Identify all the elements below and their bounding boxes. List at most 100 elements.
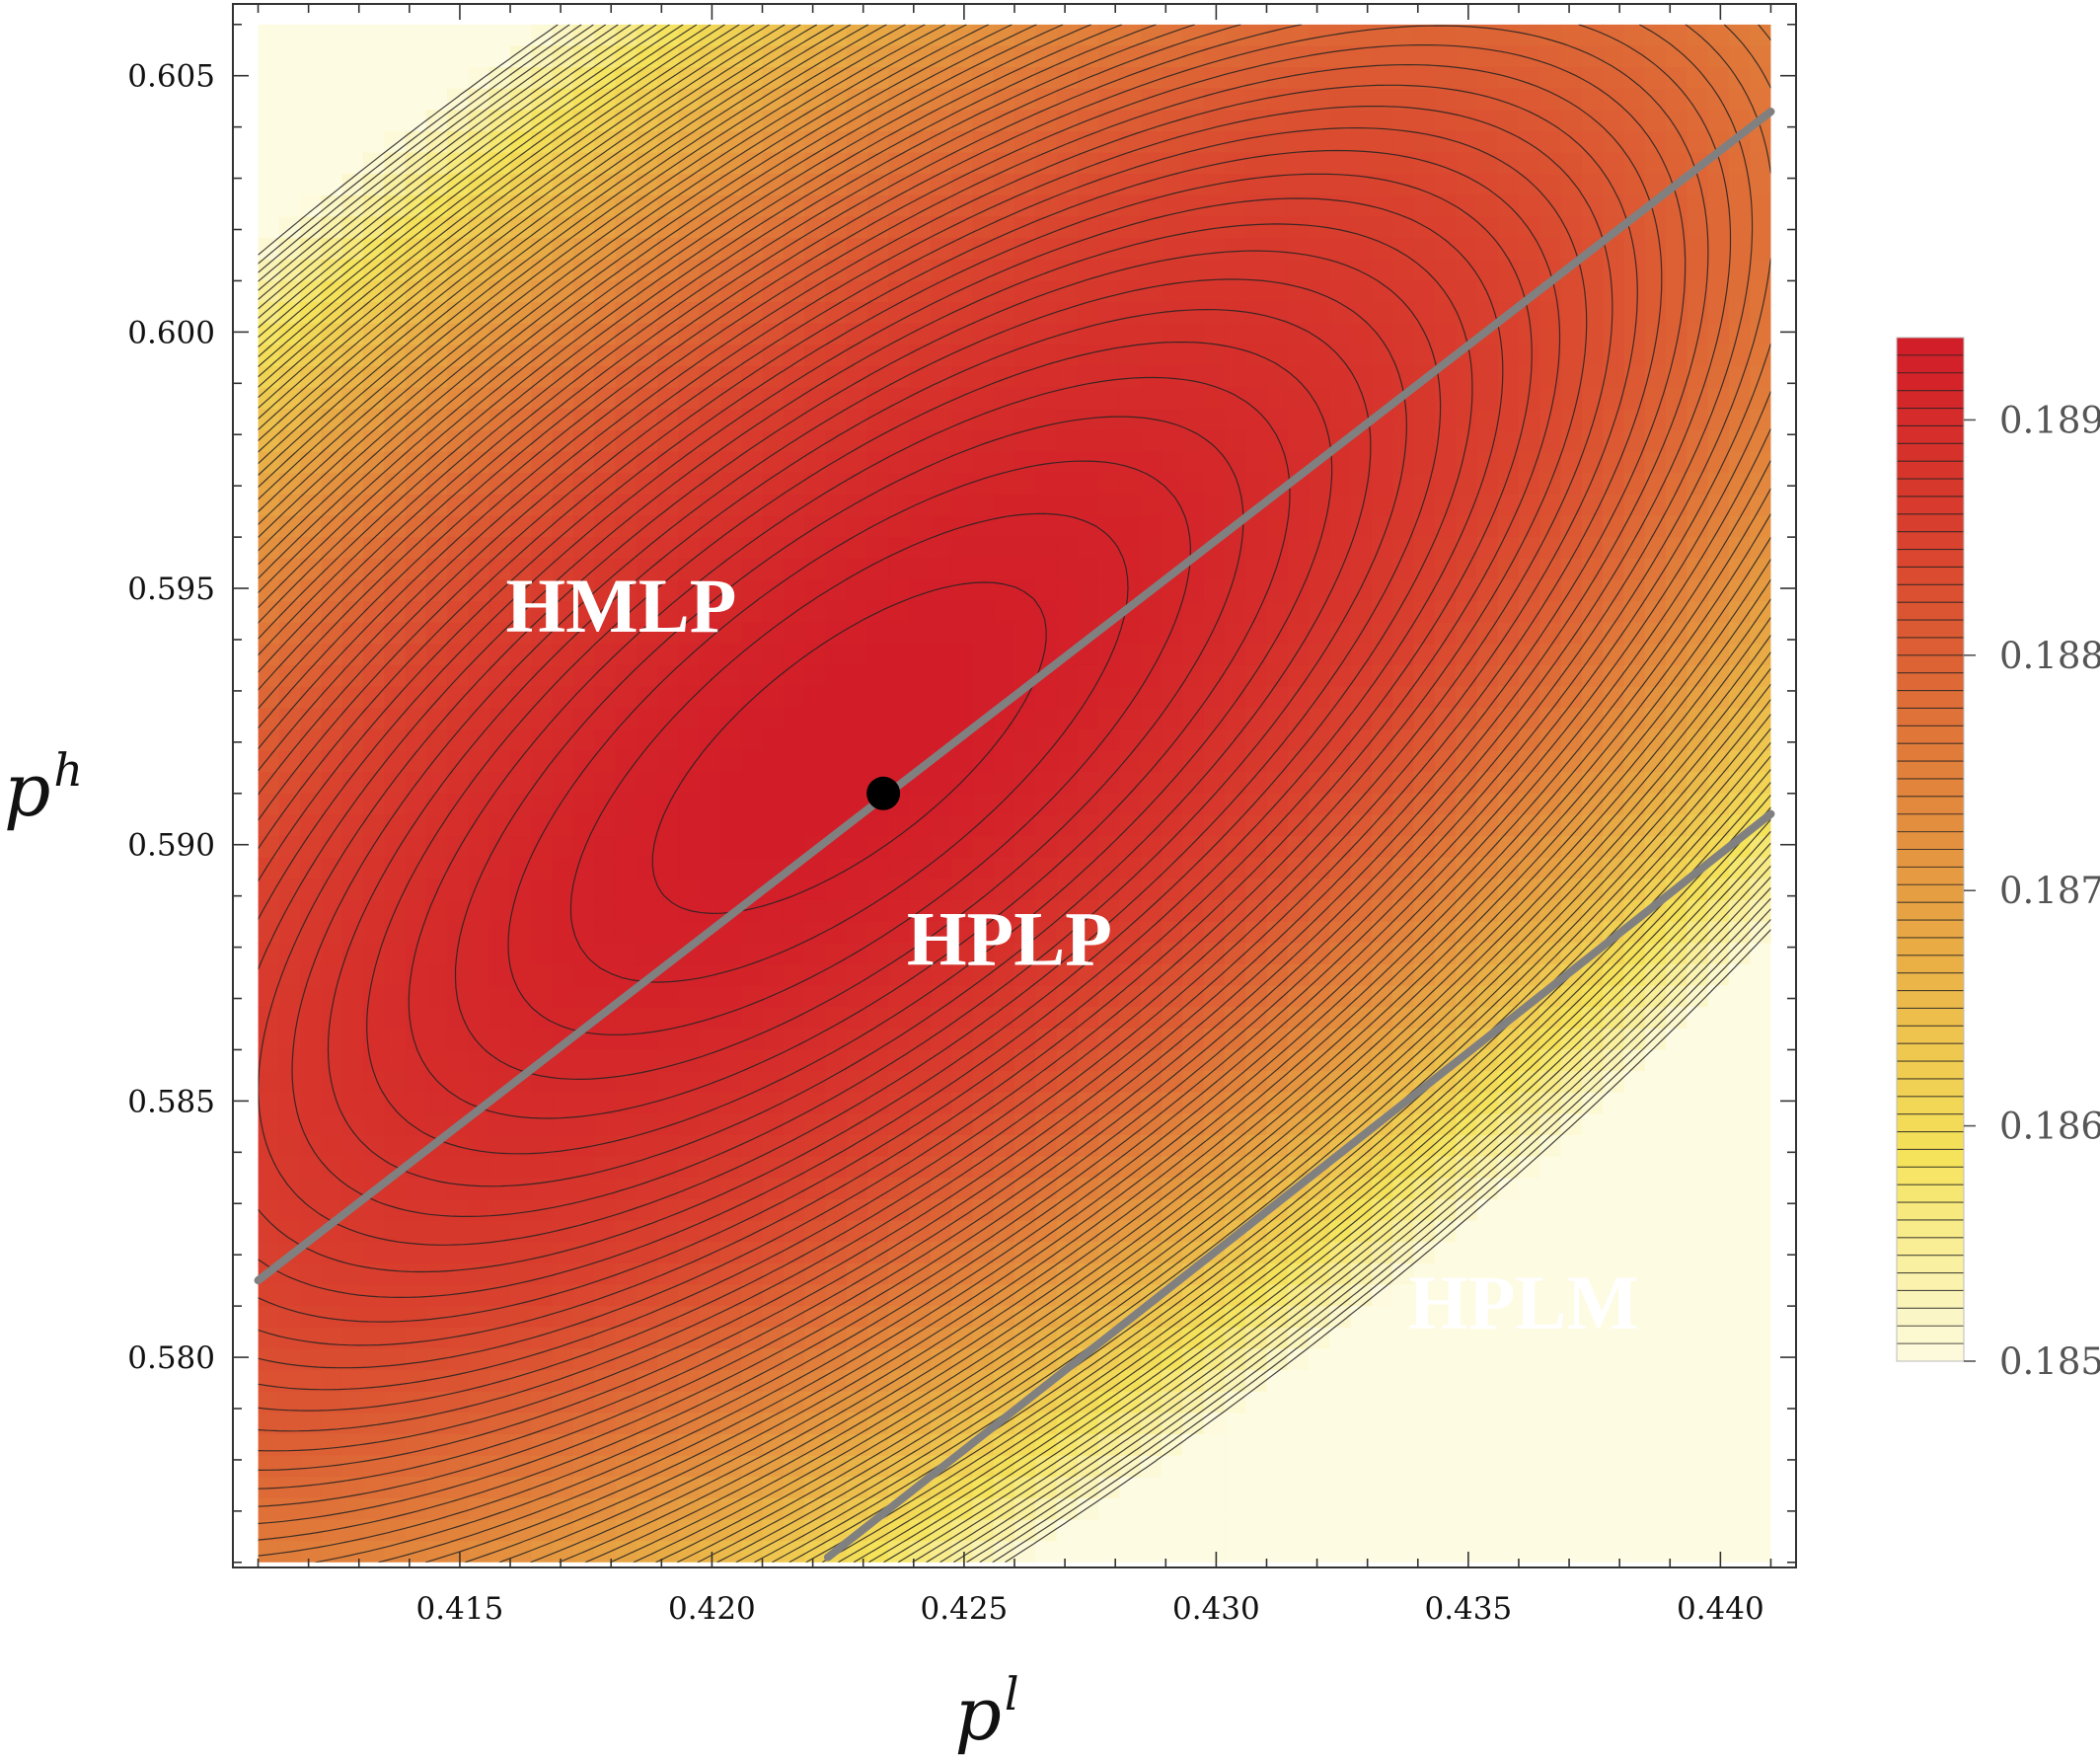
heatmap-cell [1371,836,1393,859]
heatmap-cell [1371,1455,1393,1478]
heatmap-cell [1666,387,1688,410]
heatmap-cell [846,985,868,1008]
heatmap-cell [1666,1156,1688,1179]
heatmap-cell [615,899,638,923]
heatmap-cell [615,772,638,795]
heatmap-cell [678,728,701,752]
heatmap-cell [1266,152,1289,175]
heatmap-cell [1603,1455,1625,1478]
heatmap-cell [657,1049,680,1072]
heatmap-cell [384,985,407,1008]
heatmap-cell [1309,1348,1331,1371]
heatmap-cell [468,943,490,965]
heatmap-cell [1245,67,1268,90]
heatmap-cell [866,387,889,410]
heatmap-cell [363,1071,385,1094]
heatmap-cell [783,366,805,389]
heatmap-cell [1224,409,1246,431]
heatmap-cell [425,899,448,923]
heatmap-cell [1666,622,1688,646]
heatmap-cell [846,409,868,431]
heatmap-cell [1098,814,1121,837]
heatmap-cell [783,1178,805,1200]
heatmap-cell [1140,344,1162,367]
heatmap-cell [1035,579,1058,602]
heatmap-cell [1644,943,1667,965]
heatmap-cell [405,1519,427,1542]
heatmap-cell [825,323,848,346]
heatmap-cell [636,67,658,90]
heatmap-cell [258,963,280,987]
heatmap-cell [657,772,680,795]
heatmap-cell [531,473,554,496]
heatmap-cell [888,280,911,303]
heatmap-cell [531,194,554,218]
heatmap-cell [488,1306,511,1329]
heatmap-cell [1560,1541,1583,1563]
heatmap-cell [488,1262,511,1286]
heatmap-cell [1518,1541,1540,1563]
heatmap-cell [552,1092,574,1115]
heatmap-cell [1245,216,1268,239]
heatmap-cell [888,963,911,987]
heatmap-cell [321,88,343,112]
heatmap-cell [930,174,952,196]
heatmap-cell [321,1306,343,1329]
heatmap-cell [993,88,1015,112]
heatmap-cell [510,1306,533,1329]
heatmap-cell [468,1028,490,1051]
heatmap-cell [384,772,407,795]
heatmap-cell [1309,152,1331,175]
heatmap-cell [1603,1433,1625,1457]
heatmap-cell [930,1071,952,1094]
heatmap-cell [719,387,742,410]
heatmap-cell [930,451,952,474]
heatmap-cell [1687,1413,1709,1435]
heatmap-cell [951,429,974,453]
heatmap-cell [825,664,848,688]
heatmap-cell [1434,1497,1457,1521]
heatmap-cell [1497,1348,1520,1371]
heatmap-cell [363,1028,385,1051]
heatmap-cell [1560,1198,1583,1222]
heatmap-cell [1476,1497,1499,1521]
heatmap-cell [846,1156,868,1179]
heatmap-cell [804,814,827,837]
heatmap-cell [425,1049,448,1072]
heatmap-cell [678,1178,701,1200]
heatmap-cell [993,1497,1015,1521]
heatmap-cell [488,1348,511,1371]
heatmap-cell [510,387,533,410]
heatmap-cell [1035,88,1058,112]
heatmap-cell [531,857,554,880]
heatmap-cell [825,579,848,602]
heatmap-cell [1497,280,1520,303]
heatmap-cell [1287,344,1310,367]
heatmap-cell [741,793,764,816]
heatmap-cell [510,238,533,261]
heatmap-cell [384,1028,407,1051]
heatmap-cell [1035,728,1058,752]
heatmap-cell [1392,1477,1415,1499]
heatmap-cell [341,899,364,923]
heatmap-cell [1350,323,1373,346]
heatmap-cell [1434,1220,1457,1243]
heatmap-cell [1140,494,1162,517]
heatmap-cell [972,921,995,944]
heatmap-cell [510,1455,533,1478]
heatmap-cell [636,985,658,1008]
heatmap-cell [1644,238,1667,261]
heatmap-cell [699,686,721,709]
heatmap-cell [1434,1370,1457,1393]
heatmap-cell [488,943,511,965]
heatmap-cell [1392,1541,1415,1563]
heatmap-cell [699,429,721,453]
heatmap-cell [1539,750,1562,773]
heatmap-cell [1203,793,1226,816]
heatmap-cell [1203,259,1226,282]
heatmap-cell [1371,728,1393,752]
heatmap-cell [1077,1541,1099,1563]
heatmap-cell [552,110,574,132]
heatmap-cell [909,622,932,646]
heatmap-cell [866,985,889,1008]
